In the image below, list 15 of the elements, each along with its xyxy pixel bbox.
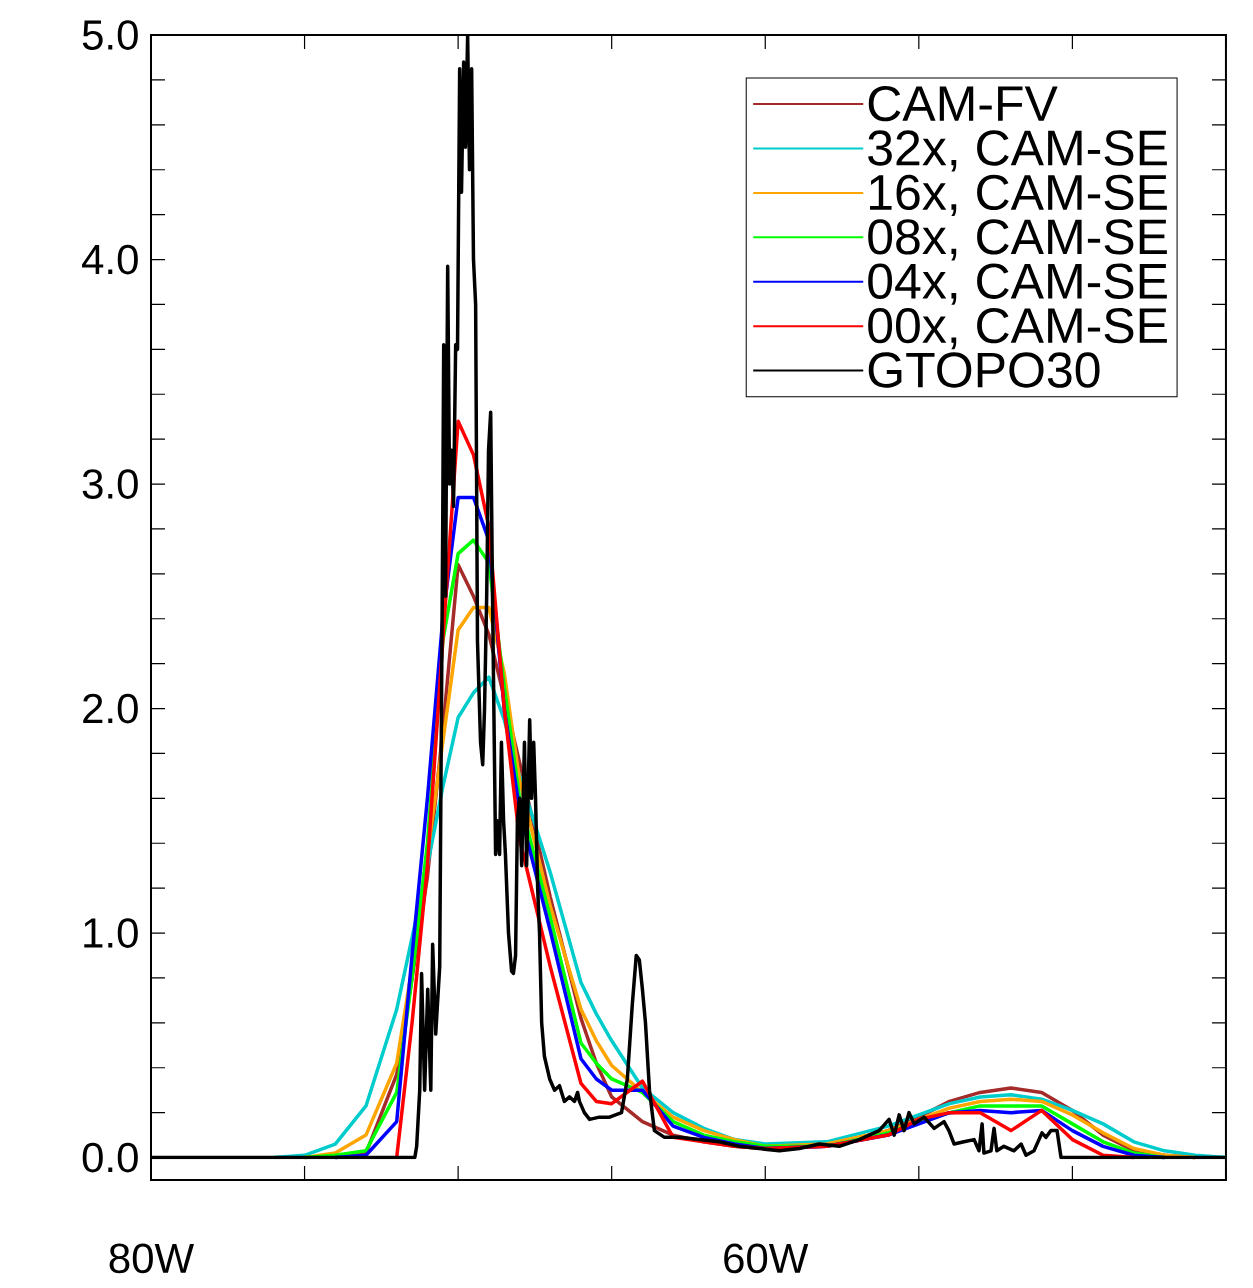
legend-label: 16x, CAM-SE [870, 174, 1167, 217]
y-tick-label: 4.0 [82, 244, 138, 275]
legend-label: CAM-FV [868, 85, 1058, 122]
x-tick-label: 80W [109, 1243, 195, 1274]
y-tick-label: 5.0 [82, 20, 138, 50]
legend-label: 32x, CAM-SE [868, 130, 1167, 172]
legend-label: 08x, CAM-SE [868, 219, 1167, 261]
y-tick-label: 1.0 [84, 918, 138, 948]
legend-label: 00x, CAM-SE [868, 307, 1167, 350]
y-tick-label: 3.0 [82, 469, 138, 499]
y-tick-label: 0.0 [82, 1142, 138, 1173]
legend-label: GTOPO30 [868, 352, 1100, 388]
legend-label: 04x, CAM-SE [868, 263, 1167, 305]
y-tick-label: 2.0 [83, 693, 138, 724]
x-tick-label: 60W [724, 1243, 809, 1274]
